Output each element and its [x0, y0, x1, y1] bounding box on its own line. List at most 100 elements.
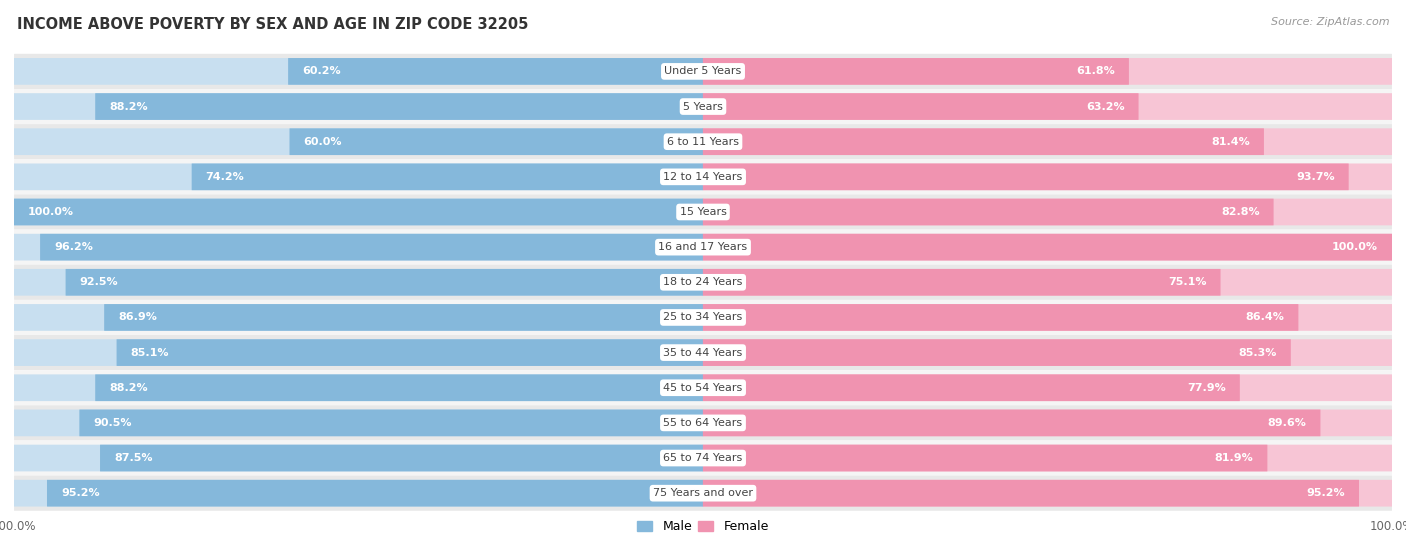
FancyBboxPatch shape — [79, 410, 703, 436]
Text: 96.2%: 96.2% — [53, 242, 93, 252]
FancyBboxPatch shape — [703, 234, 1392, 260]
FancyBboxPatch shape — [703, 480, 1392, 506]
FancyBboxPatch shape — [703, 410, 1392, 436]
FancyBboxPatch shape — [703, 58, 1129, 85]
Text: 60.2%: 60.2% — [302, 67, 340, 77]
Text: 88.2%: 88.2% — [110, 383, 148, 393]
FancyBboxPatch shape — [14, 370, 1392, 405]
FancyBboxPatch shape — [96, 93, 703, 120]
FancyBboxPatch shape — [703, 198, 1274, 225]
FancyBboxPatch shape — [14, 335, 1392, 370]
FancyBboxPatch shape — [703, 269, 1220, 296]
Text: 100.0%: 100.0% — [28, 207, 75, 217]
Text: 85.1%: 85.1% — [131, 348, 169, 358]
FancyBboxPatch shape — [703, 58, 1392, 85]
FancyBboxPatch shape — [14, 159, 1392, 195]
FancyBboxPatch shape — [14, 269, 703, 296]
FancyBboxPatch shape — [703, 234, 1392, 260]
Legend: Male, Female: Male, Female — [633, 515, 773, 538]
FancyBboxPatch shape — [703, 445, 1267, 471]
FancyBboxPatch shape — [14, 54, 1392, 89]
FancyBboxPatch shape — [703, 375, 1240, 401]
Text: 75 Years and over: 75 Years and over — [652, 488, 754, 498]
Text: 85.3%: 85.3% — [1239, 348, 1277, 358]
FancyBboxPatch shape — [46, 480, 703, 506]
Text: 81.9%: 81.9% — [1215, 453, 1254, 463]
FancyBboxPatch shape — [14, 198, 703, 225]
FancyBboxPatch shape — [703, 163, 1348, 190]
Text: 89.6%: 89.6% — [1268, 418, 1306, 428]
Text: INCOME ABOVE POVERTY BY SEX AND AGE IN ZIP CODE 32205: INCOME ABOVE POVERTY BY SEX AND AGE IN Z… — [17, 17, 529, 32]
FancyBboxPatch shape — [703, 163, 1392, 190]
FancyBboxPatch shape — [14, 300, 1392, 335]
Text: 18 to 24 Years: 18 to 24 Years — [664, 277, 742, 287]
FancyBboxPatch shape — [703, 93, 1139, 120]
FancyBboxPatch shape — [14, 405, 1392, 440]
FancyBboxPatch shape — [14, 234, 703, 260]
Text: 12 to 14 Years: 12 to 14 Years — [664, 172, 742, 182]
FancyBboxPatch shape — [703, 129, 1264, 155]
FancyBboxPatch shape — [191, 163, 703, 190]
Text: 15 Years: 15 Years — [679, 207, 727, 217]
FancyBboxPatch shape — [703, 269, 1392, 296]
FancyBboxPatch shape — [703, 198, 1392, 225]
Text: 5 Years: 5 Years — [683, 102, 723, 112]
Text: 77.9%: 77.9% — [1187, 383, 1226, 393]
Text: 92.5%: 92.5% — [80, 277, 118, 287]
FancyBboxPatch shape — [100, 445, 703, 471]
Text: Source: ZipAtlas.com: Source: ZipAtlas.com — [1271, 17, 1389, 27]
FancyBboxPatch shape — [14, 375, 703, 401]
Text: 16 and 17 Years: 16 and 17 Years — [658, 242, 748, 252]
Text: 65 to 74 Years: 65 to 74 Years — [664, 453, 742, 463]
FancyBboxPatch shape — [96, 375, 703, 401]
FancyBboxPatch shape — [703, 93, 1392, 120]
FancyBboxPatch shape — [703, 304, 1392, 331]
Text: Under 5 Years: Under 5 Years — [665, 67, 741, 77]
Text: 6 to 11 Years: 6 to 11 Years — [666, 137, 740, 146]
Text: 95.2%: 95.2% — [60, 488, 100, 498]
FancyBboxPatch shape — [703, 375, 1392, 401]
FancyBboxPatch shape — [703, 304, 1298, 331]
FancyBboxPatch shape — [14, 58, 703, 85]
FancyBboxPatch shape — [14, 163, 703, 190]
FancyBboxPatch shape — [703, 480, 1360, 506]
FancyBboxPatch shape — [14, 440, 1392, 476]
FancyBboxPatch shape — [14, 195, 1392, 230]
FancyBboxPatch shape — [14, 480, 703, 506]
Text: 60.0%: 60.0% — [304, 137, 342, 146]
FancyBboxPatch shape — [14, 129, 703, 155]
Text: 45 to 54 Years: 45 to 54 Years — [664, 383, 742, 393]
FancyBboxPatch shape — [703, 410, 1320, 436]
Text: 100.0%: 100.0% — [1331, 242, 1378, 252]
FancyBboxPatch shape — [14, 410, 703, 436]
Text: 93.7%: 93.7% — [1296, 172, 1334, 182]
Text: 87.5%: 87.5% — [114, 453, 152, 463]
FancyBboxPatch shape — [703, 339, 1392, 366]
FancyBboxPatch shape — [288, 58, 703, 85]
Text: 82.8%: 82.8% — [1220, 207, 1260, 217]
FancyBboxPatch shape — [66, 269, 703, 296]
Text: 63.2%: 63.2% — [1085, 102, 1125, 112]
FancyBboxPatch shape — [703, 445, 1392, 471]
FancyBboxPatch shape — [14, 476, 1392, 511]
Text: 35 to 44 Years: 35 to 44 Years — [664, 348, 742, 358]
Text: 95.2%: 95.2% — [1306, 488, 1346, 498]
FancyBboxPatch shape — [290, 129, 703, 155]
Text: 81.4%: 81.4% — [1211, 137, 1250, 146]
FancyBboxPatch shape — [14, 265, 1392, 300]
Text: 74.2%: 74.2% — [205, 172, 245, 182]
Text: 86.9%: 86.9% — [118, 312, 157, 323]
Text: 61.8%: 61.8% — [1076, 67, 1115, 77]
FancyBboxPatch shape — [14, 339, 703, 366]
FancyBboxPatch shape — [14, 198, 703, 225]
FancyBboxPatch shape — [14, 124, 1392, 159]
Text: 25 to 34 Years: 25 to 34 Years — [664, 312, 742, 323]
FancyBboxPatch shape — [117, 339, 703, 366]
FancyBboxPatch shape — [14, 304, 703, 331]
FancyBboxPatch shape — [14, 89, 1392, 124]
FancyBboxPatch shape — [14, 445, 703, 471]
FancyBboxPatch shape — [703, 129, 1392, 155]
FancyBboxPatch shape — [41, 234, 703, 260]
Text: 75.1%: 75.1% — [1168, 277, 1206, 287]
FancyBboxPatch shape — [14, 93, 703, 120]
